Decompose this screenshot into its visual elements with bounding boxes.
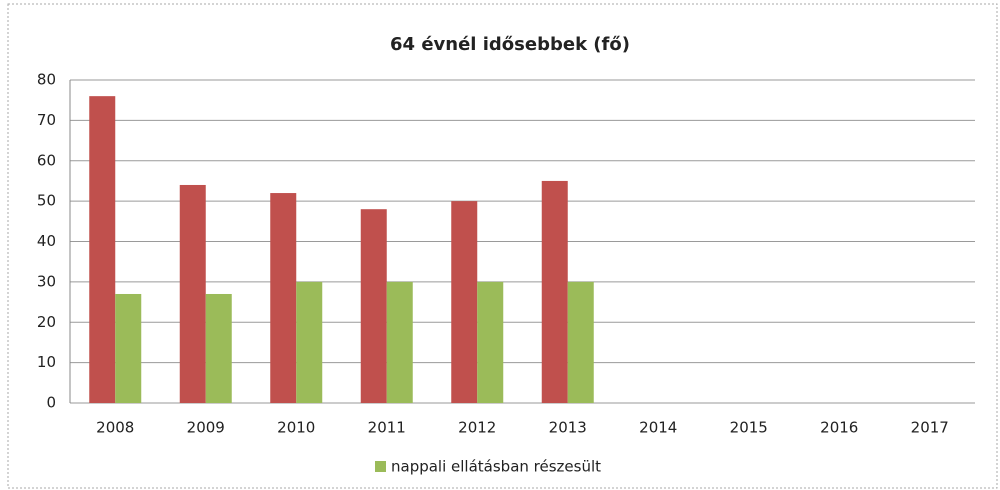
legend-label: nappali ellátásban részesült [391, 458, 601, 476]
bar [270, 193, 297, 403]
bar [205, 293, 232, 403]
x-tick-label: 2009 [187, 419, 225, 437]
bar [451, 201, 478, 403]
chart-title: 64 évnél idősebbek (fő) [390, 34, 630, 55]
chart-border [7, 3, 998, 489]
bar [179, 184, 206, 403]
bar [386, 281, 413, 403]
y-tick-label: 10 [37, 353, 56, 371]
x-tick-label: 2010 [277, 419, 315, 437]
x-tick-label: 2017 [911, 419, 949, 437]
bar [296, 281, 323, 403]
x-tick-label: 2013 [549, 419, 587, 437]
y-tick-label: 20 [37, 313, 56, 331]
x-tick-label: 2014 [639, 419, 677, 437]
y-tick-label: 70 [37, 111, 56, 129]
x-tick-label: 2012 [458, 419, 496, 437]
x-tick-label: 2015 [730, 419, 768, 437]
legend-swatch [375, 461, 386, 472]
y-tick-label: 30 [37, 272, 56, 290]
bar [360, 209, 387, 403]
bar [115, 293, 142, 403]
y-tick-label: 50 [37, 192, 56, 210]
bar [541, 180, 568, 403]
y-tick-label: 60 [37, 151, 56, 169]
bar [477, 281, 504, 403]
y-tick-label: 0 [46, 394, 56, 412]
x-tick-label: 2011 [368, 419, 406, 437]
x-tick-label: 2008 [96, 419, 134, 437]
bar [567, 281, 594, 403]
bar [89, 96, 116, 404]
y-tick-label: 80 [37, 71, 56, 89]
y-tick-label: 40 [37, 232, 56, 250]
x-tick-label: 2016 [820, 419, 858, 437]
